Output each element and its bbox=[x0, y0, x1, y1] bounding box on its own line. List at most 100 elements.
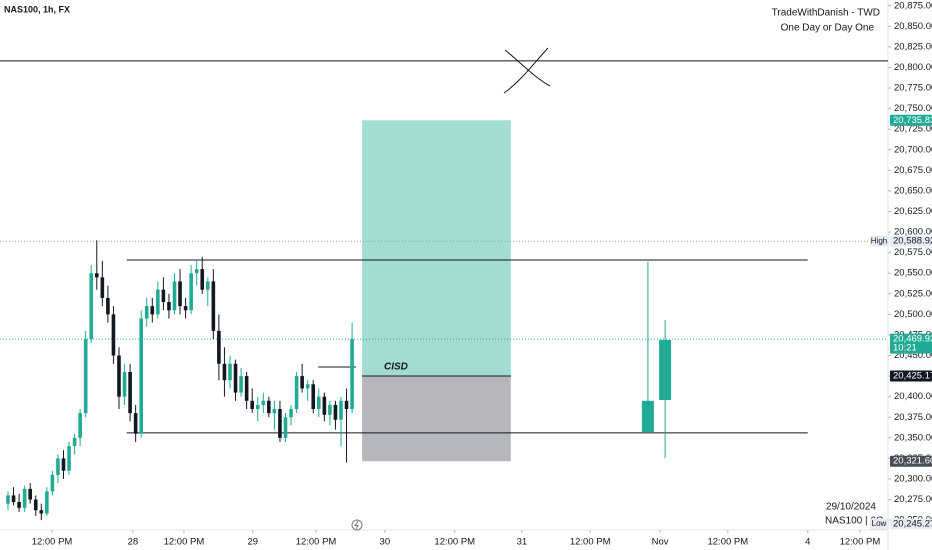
candle-body bbox=[283, 417, 288, 438]
stop-zone bbox=[362, 375, 511, 462]
candle-body bbox=[200, 269, 205, 290]
price-label: 20,469.92 bbox=[893, 334, 932, 345]
candle-body bbox=[39, 510, 44, 514]
y-tick-label: 20,750.00 bbox=[894, 103, 932, 114]
annotation: One Day or Day One bbox=[781, 23, 875, 34]
candle-body bbox=[305, 384, 310, 389]
candle-body bbox=[350, 339, 354, 410]
candle-body bbox=[659, 339, 672, 400]
x-tick-label: 12:00 PM bbox=[434, 537, 475, 548]
candle-body bbox=[111, 314, 116, 356]
price-label-bg bbox=[890, 455, 932, 467]
candle-body bbox=[56, 458, 60, 475]
price-label-sub: 10:21 bbox=[893, 343, 917, 354]
y-tick-label: 20,275.00 bbox=[894, 494, 932, 505]
x-tick-label: 12:00 PM bbox=[707, 537, 748, 548]
candle-body bbox=[150, 306, 155, 315]
y-tick-label: 20,875.00 bbox=[894, 0, 932, 11]
candle-body bbox=[328, 404, 332, 415]
price-label-bg bbox=[890, 518, 932, 530]
y-tick-label: 20,650.00 bbox=[894, 185, 932, 196]
candle-body bbox=[250, 400, 254, 410]
candle-body bbox=[233, 363, 238, 393]
date-label: 29/10/2024 bbox=[826, 502, 876, 513]
y-tick-label: 20,850.00 bbox=[894, 21, 932, 32]
x-tick-label: 12:00 PM bbox=[570, 537, 611, 548]
y-tick-label: 20,500.00 bbox=[894, 309, 932, 320]
y-tick-label: 20,775.00 bbox=[894, 83, 932, 94]
candle-body bbox=[144, 306, 149, 319]
event-icon-bolt bbox=[354, 520, 359, 530]
candle-body bbox=[78, 413, 82, 438]
candle-body bbox=[278, 409, 282, 438]
candle-body bbox=[228, 363, 232, 381]
price-label-bg bbox=[890, 114, 932, 126]
x-tick-label: 31 bbox=[517, 537, 528, 548]
price-tag-bg bbox=[870, 518, 889, 530]
candle-body bbox=[300, 376, 304, 389]
candle-body bbox=[72, 437, 77, 447]
x-tick-label: 12:00 PM bbox=[840, 537, 881, 548]
candle-body bbox=[67, 446, 71, 471]
y-tick-label: 20,525.00 bbox=[894, 288, 932, 299]
price-label-bg bbox=[890, 333, 932, 354]
x-tick-label: 28 bbox=[128, 537, 139, 548]
y-tick-label: 20,450.00 bbox=[894, 350, 932, 361]
x-tick-label: 12:00 PM bbox=[296, 537, 337, 548]
y-tick-label: 20,550.00 bbox=[894, 268, 932, 279]
candle-body bbox=[50, 474, 55, 492]
candle-body bbox=[33, 499, 38, 511]
candle-body bbox=[244, 376, 249, 401]
candle-body bbox=[194, 269, 199, 274]
candle-body bbox=[205, 281, 210, 290]
candle-body bbox=[17, 502, 21, 508]
candle-body bbox=[267, 400, 271, 414]
y-tick-label: 20,575.00 bbox=[894, 247, 932, 258]
candle-body bbox=[122, 371, 127, 397]
x-tick-label: 12:00 PM bbox=[164, 537, 205, 548]
candle-body bbox=[89, 273, 94, 340]
candle-body bbox=[339, 400, 343, 420]
candle-body bbox=[272, 409, 277, 414]
x-tick-label: 4 bbox=[805, 537, 810, 548]
candle-body bbox=[178, 281, 182, 307]
candle-body bbox=[311, 384, 316, 410]
chart-title: NAS100, 1h, FX bbox=[4, 4, 70, 14]
price-label: 20,425.17 bbox=[893, 370, 932, 381]
candle-body bbox=[172, 281, 177, 311]
annotation: TradeWithDanish - TWD bbox=[772, 8, 880, 19]
candle-body bbox=[6, 495, 10, 504]
candle-body bbox=[222, 363, 227, 381]
candle-body bbox=[83, 339, 88, 414]
candle-body bbox=[316, 396, 321, 410]
candle-body bbox=[139, 318, 143, 434]
price-tag: High bbox=[871, 236, 887, 245]
y-tick-label: 20,725.00 bbox=[894, 124, 932, 135]
candle-body bbox=[133, 413, 138, 434]
candle-body bbox=[217, 330, 221, 364]
candle-body bbox=[183, 306, 188, 311]
candle-body bbox=[189, 273, 193, 311]
candle-body bbox=[322, 396, 327, 415]
candle-body bbox=[239, 376, 243, 393]
candle-body bbox=[106, 297, 110, 315]
candle-body bbox=[100, 277, 105, 298]
candle-body bbox=[261, 400, 266, 405]
candle-body bbox=[94, 273, 99, 278]
candle-body bbox=[641, 400, 654, 433]
candle-body bbox=[128, 371, 132, 414]
y-tick-label: 20,375.00 bbox=[894, 412, 932, 423]
y-tick-label: 20,625.00 bbox=[894, 206, 932, 217]
candle-body bbox=[289, 409, 293, 418]
y-tick-label: 20,350.00 bbox=[894, 432, 932, 443]
price-label-bg bbox=[890, 370, 932, 382]
price-tag-bg bbox=[870, 235, 889, 247]
candle-body bbox=[11, 495, 16, 503]
x-tick-label: 30 bbox=[380, 537, 391, 548]
candle-body bbox=[255, 404, 260, 410]
y-tick-label: 20,675.00 bbox=[894, 165, 932, 176]
price-label: 20,735.83 bbox=[893, 115, 932, 126]
candle-body bbox=[61, 458, 66, 471]
candle-body bbox=[294, 376, 299, 410]
